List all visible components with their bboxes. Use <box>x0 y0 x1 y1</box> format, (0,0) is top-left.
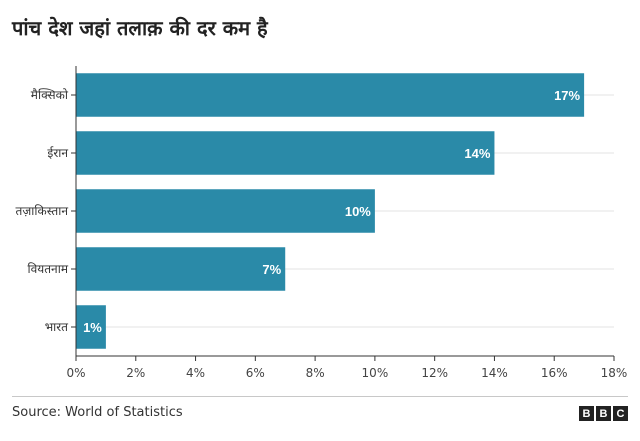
x-tick-label: 2% <box>126 366 145 380</box>
x-tick-label: 12% <box>421 366 448 380</box>
category-label: भारत <box>45 320 69 334</box>
bar <box>76 305 106 349</box>
chart-title: पांच देश जहां तलाक़ की दर कम है <box>12 16 268 40</box>
x-tick-label: 14% <box>481 366 508 380</box>
data-label: 14% <box>464 146 490 161</box>
bar <box>76 73 585 117</box>
category-label: वियतनाम <box>27 262 68 276</box>
x-tick-label: 10% <box>362 366 389 380</box>
bar <box>76 131 495 175</box>
x-tick-label: 16% <box>541 366 568 380</box>
data-label: 1% <box>83 320 102 335</box>
x-tick-label: 8% <box>306 366 325 380</box>
x-tick-label: 18% <box>601 366 628 380</box>
x-tick-label: 4% <box>186 366 205 380</box>
category-label: ईरान <box>47 146 68 160</box>
data-label: 10% <box>345 204 371 219</box>
category-label: मैक्सिको <box>31 88 69 102</box>
x-tick-label: 6% <box>246 366 265 380</box>
source-note: Source: World of Statistics <box>12 405 183 420</box>
bar <box>76 247 286 291</box>
bbc-logo-letter: B <box>579 406 594 421</box>
data-label: 17% <box>554 88 580 103</box>
data-label: 7% <box>262 262 281 277</box>
footer-divider <box>12 396 628 397</box>
bbc-logo-letter: B <box>596 406 611 421</box>
x-tick-label: 0% <box>66 366 85 380</box>
category-label: तज़ाकिस्तान <box>16 204 69 218</box>
bbc-logo-letter: C <box>613 406 628 421</box>
bbc-logo: B B C <box>579 406 628 421</box>
bar <box>76 189 375 233</box>
